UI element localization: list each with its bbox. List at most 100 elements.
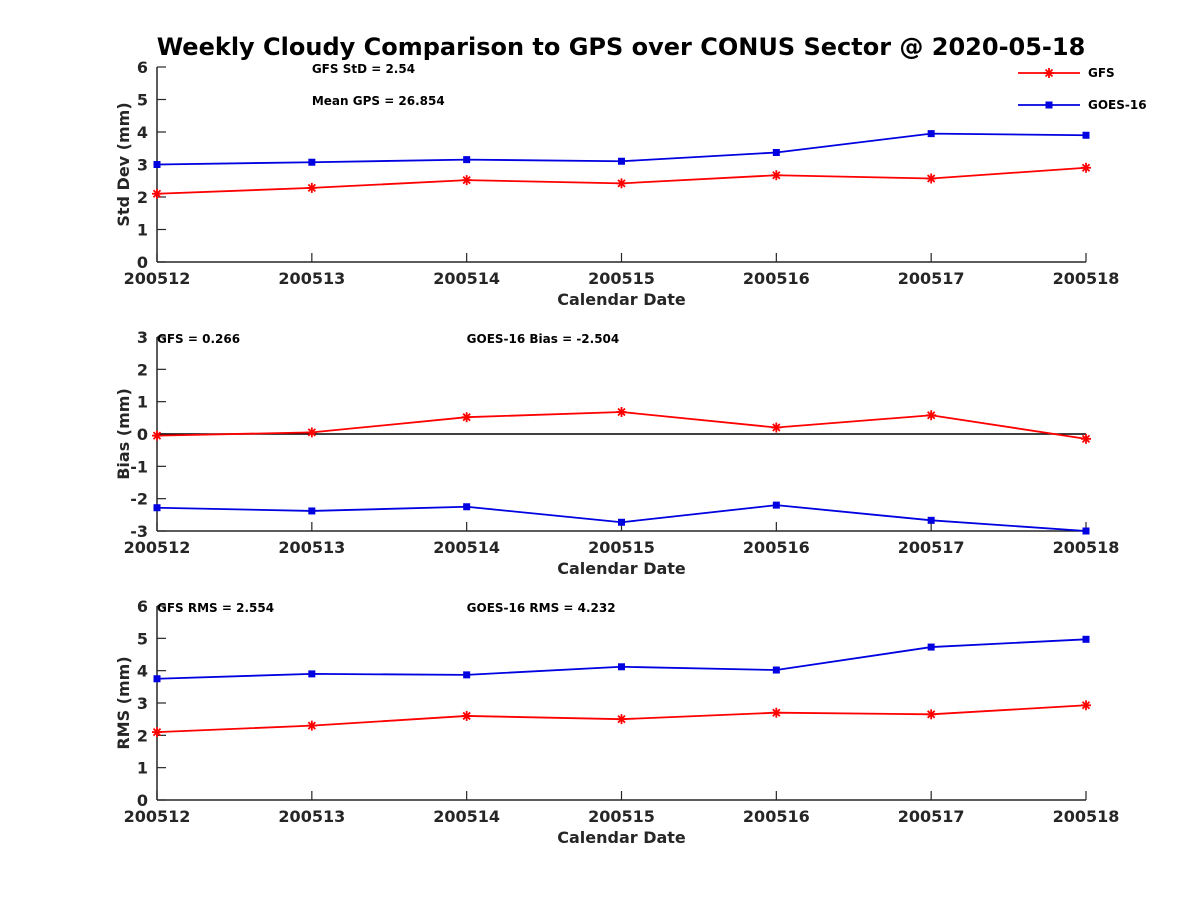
x-tick-label: 200515 <box>588 269 655 288</box>
data-point-gfs <box>152 188 162 199</box>
data-point-gfs <box>1081 433 1091 444</box>
y-tick-label: 1 <box>137 759 148 778</box>
data-point-goes16 <box>1082 131 1090 139</box>
data-point-goes16 <box>618 663 625 671</box>
x-tick-label: 200516 <box>743 538 810 557</box>
data-point-gfs <box>771 707 782 718</box>
x-tick-label: 200517 <box>898 538 965 557</box>
y-tick-label: -2 <box>130 490 148 509</box>
panel-annotation: GFS StD = 2.54 <box>312 62 415 76</box>
panel-annotation: GFS RMS = 2.554 <box>157 601 274 615</box>
x-tick-label: 200512 <box>124 807 191 826</box>
data-point-goes16 <box>1082 635 1090 643</box>
series-goes16 <box>153 501 1090 535</box>
data-point-goes16 <box>308 670 316 678</box>
data-point-goes16 <box>772 148 780 156</box>
x-tick-label: 200516 <box>743 807 810 826</box>
data-point-goes16 <box>618 518 625 526</box>
data-point-goes16 <box>927 130 935 138</box>
y-tick-label: -3 <box>130 522 148 541</box>
chart-legend: GFS GOES-16 <box>1018 66 1147 112</box>
x-tick-label: 200512 <box>124 269 191 288</box>
y-tick-label: 1 <box>137 221 148 240</box>
data-point-gfs <box>616 407 627 418</box>
legend-label: GOES-16 <box>1088 98 1147 112</box>
data-point-gfs <box>771 422 782 433</box>
data-point-gfs <box>461 710 472 721</box>
data-point-gfs <box>616 178 627 189</box>
y-tick-label: 2 <box>137 726 148 745</box>
data-point-goes16 <box>927 516 935 524</box>
y-tick-label: 0 <box>137 791 148 810</box>
y-tick-label: 0 <box>137 253 148 272</box>
x-tick-label: 200515 <box>588 538 655 557</box>
x-tick-label: 200512 <box>124 538 191 557</box>
series-gfs <box>152 700 1091 738</box>
series-gfs <box>152 162 1091 199</box>
panel-annotation: GFS = 0.266 <box>157 332 240 346</box>
panel-annotation: GOES-16 Bias = -2.504 <box>467 332 620 346</box>
y-tick-label: 5 <box>137 91 148 110</box>
data-point-gfs <box>616 714 627 725</box>
y-tick-label: 0 <box>137 425 148 444</box>
x-axis-label: Calendar Date <box>557 828 686 847</box>
data-point-goes16 <box>308 158 316 166</box>
y-tick-label: 5 <box>137 629 148 648</box>
series-line-goes16 <box>156 638 1087 680</box>
y-tick-label: 2 <box>137 360 148 379</box>
data-point-gfs <box>771 170 782 181</box>
panel-annotation: Mean GPS = 26.854 <box>312 94 445 108</box>
legend-label: GFS <box>1088 66 1115 80</box>
y-tick-label: 3 <box>137 694 148 713</box>
x-tick-label: 200513 <box>278 807 345 826</box>
series-gfs <box>152 407 1091 444</box>
x-axis-label: Calendar Date <box>557 290 686 309</box>
data-point-gfs <box>306 427 317 438</box>
y-axis-label: Bias (mm) <box>114 388 133 480</box>
data-point-gfs <box>1081 700 1091 711</box>
data-point-goes16 <box>308 507 316 515</box>
data-point-goes16 <box>153 675 161 683</box>
data-point-goes16 <box>463 671 471 679</box>
data-point-gfs <box>461 175 472 186</box>
x-tick-label: 200514 <box>433 807 500 826</box>
x-tick-label: 200518 <box>1053 538 1120 557</box>
data-point-gfs <box>461 412 472 423</box>
panel-annotation: GOES-16 RMS = 4.232 <box>467 601 616 615</box>
data-point-gfs <box>152 727 162 738</box>
panel-3: 0 1 2 3 4 5 6 200512 200513 200514 200515 200516 200… <box>114 597 1119 847</box>
y-tick-label: 4 <box>137 662 148 681</box>
panel-2: -3 -2 -1 0 1 2 3 200512 200513 200514 200515 200516… <box>114 328 1119 578</box>
y-tick-label: 1 <box>137 393 148 412</box>
data-point-goes16 <box>153 161 161 168</box>
x-tick-label: 200517 <box>898 807 965 826</box>
y-axis-label: RMS (mm) <box>114 656 133 749</box>
y-tick-label: 6 <box>137 58 148 77</box>
panel-1: 0 1 2 3 4 5 6 200512 200513 200514 200515 200516 200… <box>114 58 1119 309</box>
y-tick-label: 6 <box>137 597 148 616</box>
legend-entry: GOES-16 <box>1018 98 1147 112</box>
x-tick-label: 200518 <box>1053 269 1120 288</box>
x-tick-label: 200517 <box>898 269 965 288</box>
legend-entry: GFS <box>1018 66 1115 80</box>
x-tick-label: 200513 <box>278 538 345 557</box>
data-point-goes16 <box>463 503 471 511</box>
data-point-goes16 <box>927 643 935 651</box>
data-point-gfs <box>306 720 317 731</box>
x-tick-label: 200515 <box>588 807 655 826</box>
data-point-goes16 <box>463 156 471 164</box>
data-point-goes16 <box>772 501 780 509</box>
data-point-gfs <box>926 709 937 720</box>
y-tick-label: 4 <box>137 123 148 142</box>
x-tick-label: 200514 <box>433 538 500 557</box>
y-tick-label: 3 <box>137 328 148 347</box>
data-point-goes16 <box>618 157 625 165</box>
x-tick-label: 200516 <box>743 269 810 288</box>
y-tick-label: 2 <box>137 188 148 207</box>
data-point-goes16 <box>153 504 161 512</box>
y-axis-label: Std Dev (mm) <box>114 102 133 226</box>
legend-marker <box>1045 101 1053 109</box>
chart-title: Weekly Cloudy Comparison to GPS over CON… <box>157 33 1086 61</box>
